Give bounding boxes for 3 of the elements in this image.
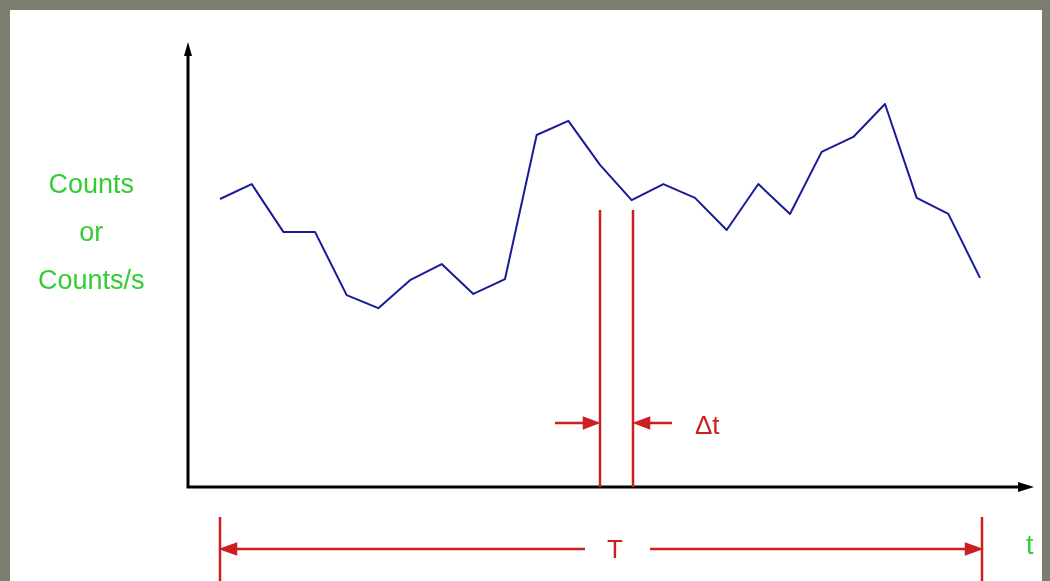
- annotation: Δt: [695, 410, 720, 441]
- y-axis-title: Counts or Counts/s: [38, 168, 145, 297]
- x-axis-title: t: [1026, 530, 1034, 561]
